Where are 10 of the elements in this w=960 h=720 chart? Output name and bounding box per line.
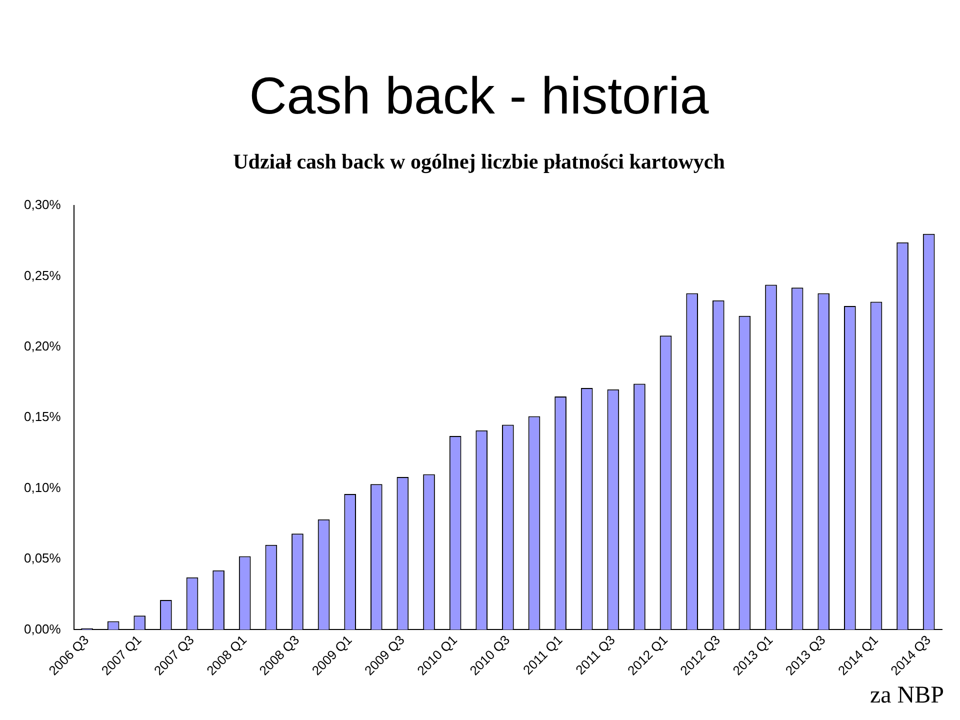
y-tick-label: 0,20% [24,338,62,354]
text: za NBP [870,682,944,708]
chart-subtitle: Udział cash back w ogólnej liczbie płatności kartowych [233,149,726,174]
chart-title: Cash back - historia [249,68,709,126]
y-tick-label: 0,25% [24,268,62,283]
y-tick-label: 0,00% [24,621,62,636]
y-tick-label: 0,05% [24,550,62,566]
y-tick-label: 0,10% [24,480,62,495]
y-tick-label: 0,15% [24,409,62,424]
y-tick-label: 0,30% [24,197,62,212]
